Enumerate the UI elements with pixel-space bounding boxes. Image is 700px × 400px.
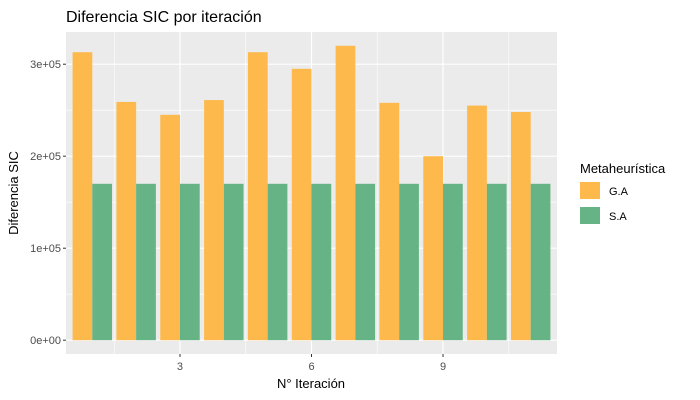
- x-axis-ticks: 3 6 9: [177, 354, 446, 373]
- legend-label: S.A: [609, 211, 627, 223]
- legend-label: G.A: [609, 186, 629, 198]
- bar-ga-iter-4: [204, 100, 224, 341]
- bar-ga-iter-10: [467, 105, 487, 341]
- bar-ga-iter-7: [335, 45, 356, 341]
- bar-ga-iter-2: [116, 101, 137, 341]
- legend: Metaheurística G.A S.A: [580, 161, 666, 224]
- bar-ga-iter-6: [291, 68, 312, 341]
- bar-ga-iter-1: [72, 52, 93, 341]
- y-tick-label: 0e+00: [30, 335, 61, 347]
- bar-ga-iter-8: [379, 102, 400, 341]
- bar-ga-iter-3: [160, 114, 180, 341]
- y-tick-label: 2e+05: [30, 151, 61, 163]
- y-tick-label: 3e+05: [30, 59, 61, 71]
- bar-sa-iter-5: [267, 183, 288, 341]
- x-tick-label: 3: [177, 361, 183, 373]
- legend-key-sa: [580, 207, 600, 224]
- bar-ga-iter-5: [247, 52, 268, 341]
- bar-sa-iter-1: [92, 183, 113, 341]
- y-axis-title: Diferencia SIC: [6, 151, 21, 235]
- x-tick-label: 9: [440, 361, 446, 373]
- chart-title: Diferencia SIC por iteración: [66, 9, 262, 26]
- bar-sa-iter-3: [179, 183, 200, 341]
- bar-sa-iter-8: [399, 183, 419, 341]
- y-axis-ticks: 0e+00 1e+05 2e+05 3e+05: [30, 59, 66, 347]
- y-tick-label: 1e+05: [30, 243, 61, 255]
- legend-title: Metaheurística: [580, 161, 666, 176]
- bar-sa-iter-11: [530, 183, 551, 341]
- bar-sa-iter-2: [136, 183, 156, 341]
- x-axis-title: N° Iteración: [277, 376, 345, 391]
- bar-sa-iter-9: [443, 183, 463, 341]
- bars: [72, 45, 551, 341]
- x-tick-label: 6: [308, 361, 314, 373]
- bar-ga-iter-11: [510, 112, 531, 341]
- bar-sa-iter-4: [223, 183, 244, 341]
- bar-sa-iter-7: [355, 183, 376, 341]
- bar-sa-iter-10: [486, 183, 507, 341]
- bar-ga-iter-9: [423, 156, 444, 341]
- legend-key-ga: [580, 182, 600, 199]
- bar-sa-iter-6: [311, 183, 332, 341]
